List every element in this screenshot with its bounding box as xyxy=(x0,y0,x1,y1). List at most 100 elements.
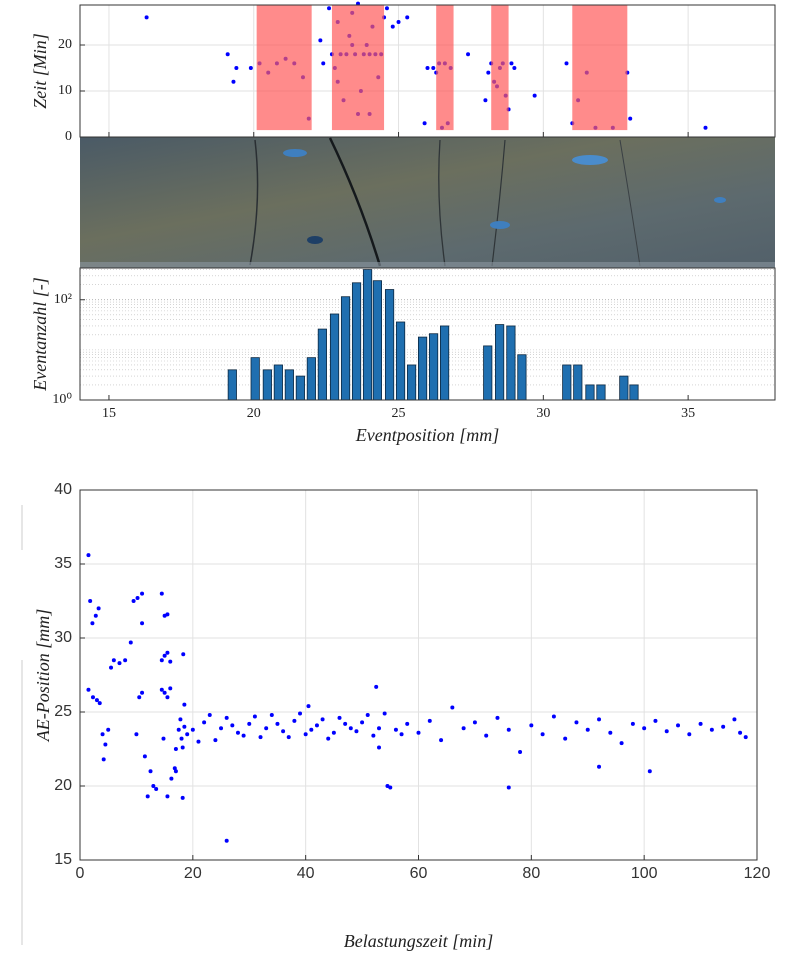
highlight-region xyxy=(572,5,628,131)
data-point xyxy=(101,757,106,762)
data-point xyxy=(137,695,142,700)
data-point xyxy=(466,52,471,57)
bar xyxy=(317,328,327,401)
chart-panel: 10⁰ 10² 15 20 25 30 35 Eventanzahl [-] Eventposi… xyxy=(30,267,776,445)
data-point xyxy=(597,764,602,769)
data-point xyxy=(306,704,311,709)
data-point xyxy=(207,712,212,717)
y-tick-label: 10⁰ xyxy=(52,392,72,407)
data-point xyxy=(162,653,167,658)
data-point xyxy=(140,690,145,695)
data-point xyxy=(190,727,195,732)
data-point xyxy=(159,658,164,663)
data-point xyxy=(431,66,436,71)
data-point xyxy=(509,61,514,66)
data-point xyxy=(86,553,91,558)
data-point xyxy=(123,658,128,663)
data-point xyxy=(320,717,325,722)
x-axis-label: Eventposition [mm] xyxy=(355,425,500,445)
bar xyxy=(227,369,237,401)
data-point xyxy=(169,776,174,781)
data-point xyxy=(390,24,395,29)
data-point xyxy=(168,659,173,664)
data-point xyxy=(180,795,185,800)
data-point xyxy=(165,695,170,700)
x-tick-label: 20 xyxy=(184,865,202,882)
chart-panel: 15 20 25 30 35 40 0 20 40 60 80 100 120 AE-Position [… xyxy=(33,481,770,951)
bar xyxy=(506,325,516,401)
highlight-region xyxy=(331,5,385,131)
bar xyxy=(395,321,406,401)
data-point xyxy=(450,705,455,710)
bar xyxy=(585,384,595,401)
data-point xyxy=(213,738,218,743)
plot-area xyxy=(80,268,775,400)
y-tick-label: 0 xyxy=(65,129,72,144)
data-point xyxy=(384,6,389,11)
bar xyxy=(284,369,294,401)
data-point xyxy=(653,718,658,723)
data-point xyxy=(425,66,430,71)
data-point xyxy=(360,720,365,725)
bar xyxy=(295,375,305,401)
data-point xyxy=(331,730,336,735)
data-point xyxy=(111,658,116,663)
data-point xyxy=(354,729,359,734)
data-point xyxy=(86,687,91,692)
data-point xyxy=(224,838,229,843)
data-point xyxy=(154,786,159,791)
bar xyxy=(596,384,606,401)
data-point xyxy=(377,726,382,731)
bar xyxy=(306,357,316,401)
data-point xyxy=(185,732,190,737)
y-axis-label: Eventanzahl [-] xyxy=(30,277,50,391)
data-point xyxy=(219,726,224,731)
data-point xyxy=(382,711,387,716)
data-point xyxy=(168,686,173,691)
data-point xyxy=(472,720,477,725)
data-point xyxy=(225,52,230,57)
y-tick-label: 20 xyxy=(54,777,72,794)
data-point xyxy=(117,661,122,666)
data-point xyxy=(371,733,376,738)
x-tick-label: 15 xyxy=(102,406,116,421)
bar xyxy=(440,325,450,401)
chart-panel: 0 10 20 Zeit [Min] xyxy=(30,1,776,144)
data-point xyxy=(93,613,98,618)
axes-frame xyxy=(79,489,758,861)
data-point xyxy=(176,727,181,732)
data-point xyxy=(619,741,624,746)
data-point xyxy=(743,735,748,740)
data-point xyxy=(698,721,703,726)
data-point xyxy=(327,6,332,11)
data-point xyxy=(196,739,201,744)
data-point xyxy=(258,735,263,740)
data-point xyxy=(532,93,537,98)
y-tick-label: 25 xyxy=(54,703,72,720)
data-point xyxy=(647,769,652,774)
data-point xyxy=(374,684,379,689)
data-point xyxy=(179,736,184,741)
data-point xyxy=(738,730,743,735)
y-tick-label: 10² xyxy=(54,292,72,307)
x-tick-label: 120 xyxy=(744,865,771,882)
y-tick-label: 40 xyxy=(54,481,72,498)
data-point xyxy=(182,702,187,707)
data-point xyxy=(365,712,370,717)
data-point xyxy=(377,745,382,750)
bar xyxy=(372,280,382,401)
data-point xyxy=(303,732,308,737)
data-point xyxy=(732,717,737,722)
data-point xyxy=(439,738,444,743)
y-tick-label: 30 xyxy=(54,629,72,646)
x-tick-label: 100 xyxy=(631,865,658,882)
data-point xyxy=(135,596,140,601)
bar xyxy=(351,282,362,401)
data-point xyxy=(461,726,466,731)
data-point xyxy=(518,749,523,754)
data-point xyxy=(103,742,108,747)
data-point xyxy=(486,70,491,75)
data-point xyxy=(422,121,427,126)
data-point xyxy=(597,717,602,722)
data-point xyxy=(709,727,714,732)
